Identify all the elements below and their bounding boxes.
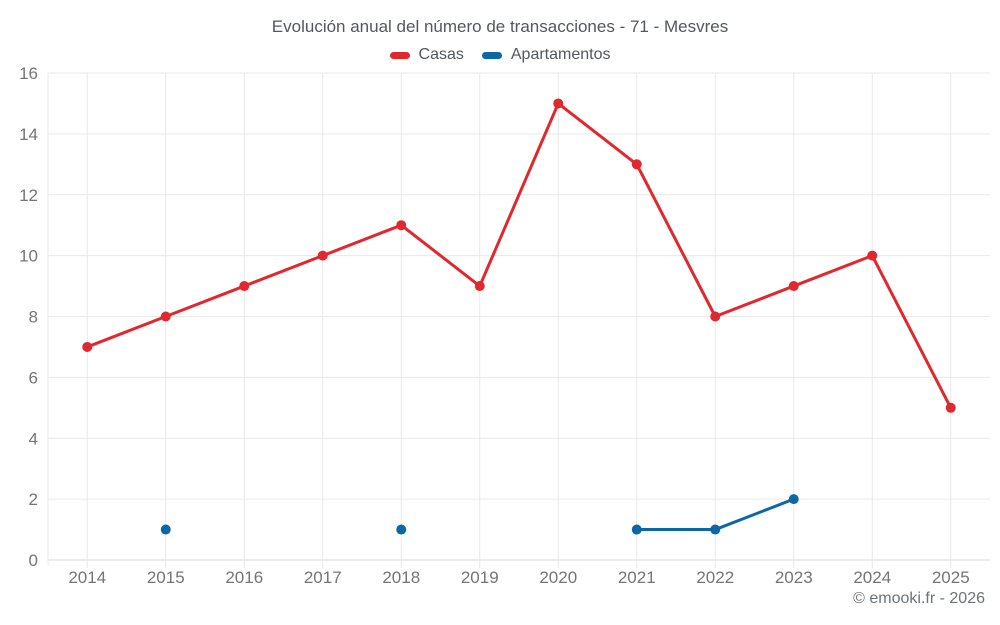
casas-point-2014 <box>82 341 93 352</box>
x-tick-label: 2015 <box>147 568 185 587</box>
x-tick-label: 2021 <box>618 568 656 587</box>
apartamentos-point-2021 <box>631 524 642 535</box>
grid-lines <box>47 72 990 568</box>
x-tick-label: 2024 <box>853 568 891 587</box>
casas-series-swatch-icon <box>389 51 410 59</box>
legend-item-apartamentos: Apartamentos <box>481 46 611 64</box>
x-tick-label: 2019 <box>461 568 499 587</box>
casas-line <box>85 101 953 410</box>
series-casas <box>82 98 956 413</box>
legend-label-casas: Casas <box>418 46 464 63</box>
y-tick-label: 12 <box>19 186 38 205</box>
y-tick-label: 6 <box>29 368 38 387</box>
y-tick-label: 2 <box>29 490 38 509</box>
x-tick-label: 2016 <box>225 568 263 587</box>
casas-point-2025 <box>945 402 956 413</box>
legend-label-apartamentos: Apartamentos <box>510 46 611 63</box>
chart-legend: Casas Apartamentos <box>0 46 1000 64</box>
y-axis-labels: 0 2 4 6 8 10 12 14 16 <box>19 64 38 570</box>
footer-credit: © emooki.fr - 2026 <box>853 590 985 607</box>
x-tick-label: 2017 <box>304 568 342 587</box>
casas-point-2017 <box>317 250 328 261</box>
casas-point-2020 <box>553 98 564 109</box>
x-tick-label: 2023 <box>775 568 813 587</box>
apartamentos-point-2015 <box>160 524 171 535</box>
y-tick-label: 0 <box>29 551 38 570</box>
x-tick-label: 2014 <box>68 568 106 587</box>
x-tick-label: 2022 <box>696 568 734 587</box>
series-apartamentos <box>160 494 799 535</box>
chart-title: Evolución anual del número de transaccio… <box>271 17 729 36</box>
y-tick-label: 4 <box>29 429 38 448</box>
legend-item-casas: Casas <box>389 46 464 64</box>
x-tick-label: 2020 <box>539 568 577 587</box>
x-tick-label: 2025 <box>932 568 970 587</box>
apartamentos-series-swatch-icon <box>481 51 502 59</box>
casas-point-2024 <box>867 250 878 261</box>
apartamentos-point-2018 <box>396 524 407 535</box>
x-axis-labels: 2014 2015 2016 2017 2018 2019 2020 2021 2022 2023… <box>68 568 969 587</box>
casas-point-2021 <box>631 159 642 170</box>
casas-point-2016 <box>239 281 250 292</box>
casas-point-2022 <box>710 311 721 322</box>
x-tick-label: 2018 <box>382 568 420 587</box>
y-tick-label: 14 <box>19 125 38 144</box>
y-tick-label: 16 <box>19 64 38 83</box>
y-tick-label: 10 <box>19 247 38 266</box>
apartamentos-point-2022 <box>710 524 721 535</box>
y-tick-label: 8 <box>29 308 38 327</box>
casas-point-2015 <box>160 311 171 322</box>
casas-point-2023 <box>788 281 799 292</box>
casas-point-2019 <box>474 281 485 292</box>
apartamentos-point-2023 <box>788 494 799 505</box>
casas-point-2018 <box>396 220 407 231</box>
